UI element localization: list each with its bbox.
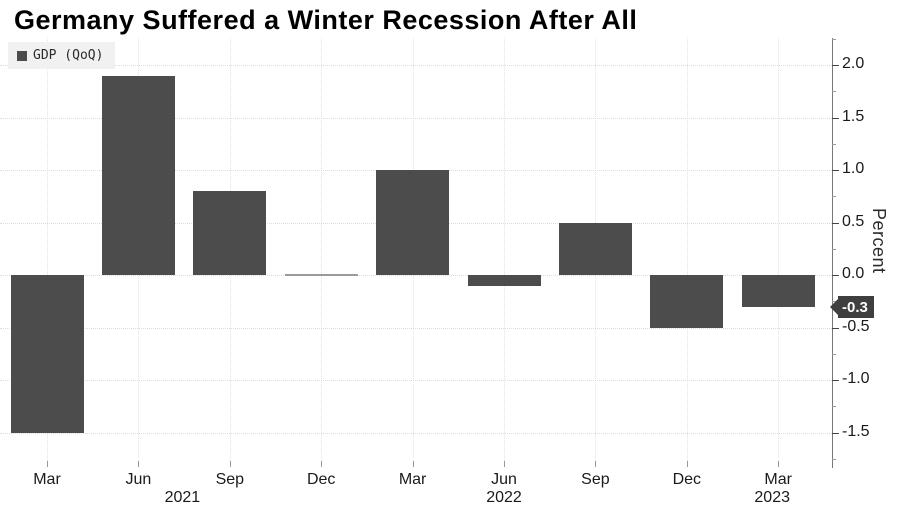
vertical-gridline bbox=[686, 38, 688, 467]
y-tick-label: -0.5 bbox=[842, 317, 870, 335]
badge-value: -0.3 bbox=[842, 298, 868, 316]
vertical-gridline bbox=[778, 38, 780, 467]
gdp-bar-jun-2022 bbox=[467, 275, 541, 286]
y-axis-major-tick bbox=[832, 170, 839, 171]
x-axis-tick bbox=[47, 461, 48, 467]
legend-square-icon bbox=[17, 50, 27, 61]
y-axis-major-tick bbox=[832, 327, 839, 329]
x-axis-tick bbox=[595, 461, 597, 467]
y-axis-minor-tick bbox=[832, 38, 836, 40]
y-axis-major-tick bbox=[832, 275, 839, 276]
x-axis-tick bbox=[321, 461, 323, 467]
gdp-bar-sep-2022 bbox=[558, 222, 632, 275]
y-axis-major-tick bbox=[832, 432, 839, 434]
y-axis-major-tick bbox=[832, 65, 839, 66]
x-tick-label: Mar bbox=[764, 471, 792, 488]
horizontal-gridline bbox=[0, 327, 832, 329]
gdp-bar-jun-2021 bbox=[101, 75, 175, 275]
gdp-bar-mar-2022 bbox=[376, 170, 450, 275]
horizontal-gridline bbox=[0, 117, 832, 119]
legend: GDP (QoQ) bbox=[8, 42, 116, 69]
x-axis-tick bbox=[778, 461, 780, 467]
x-year-label: 2022 bbox=[486, 489, 522, 506]
gdp-bar-mar-2021 bbox=[10, 275, 84, 433]
badge-arrow-icon bbox=[830, 299, 838, 315]
y-tick-label: 1.5 bbox=[842, 107, 865, 125]
y-axis-minor-tick bbox=[832, 353, 836, 355]
x-tick-label: Mar bbox=[398, 471, 427, 488]
vertical-gridline bbox=[321, 38, 323, 467]
x-tick-label: Sep bbox=[581, 471, 610, 488]
x-axis-tick bbox=[504, 461, 505, 467]
y-axis-minor-tick bbox=[832, 458, 836, 460]
x-axis-tick bbox=[229, 461, 231, 467]
gdp-bar-dec-2022 bbox=[650, 275, 724, 328]
y-axis-major-tick bbox=[832, 117, 839, 119]
y-tick-label: 1.0 bbox=[842, 160, 865, 177]
y-axis-minor-tick bbox=[832, 143, 836, 145]
x-axis-tick bbox=[686, 461, 688, 467]
x-tick-label: Mar bbox=[33, 471, 61, 488]
y-axis-title: Percent bbox=[869, 208, 889, 274]
y-axis-major-tick bbox=[832, 222, 839, 224]
legend-label: GDP (QoQ) bbox=[33, 48, 104, 63]
chart-title: Germany Suffered a Winter Recession Afte… bbox=[14, 5, 638, 35]
horizontal-gridline bbox=[0, 275, 832, 276]
vertical-gridline bbox=[504, 38, 505, 467]
x-year-label: 2023 bbox=[754, 489, 790, 506]
y-tick-label: 0.5 bbox=[842, 212, 865, 230]
horizontal-gridline bbox=[0, 65, 832, 66]
x-axis-tick bbox=[138, 461, 140, 467]
horizontal-gridline bbox=[0, 432, 832, 434]
gdp-bar-mar-2023 bbox=[741, 275, 815, 307]
x-tick-label: Dec bbox=[306, 471, 336, 488]
x-tick-label: Jun bbox=[125, 471, 152, 488]
x-tick-label: Dec bbox=[672, 471, 702, 488]
y-axis-spine bbox=[832, 38, 833, 468]
x-axis-tick bbox=[412, 461, 414, 467]
x-tick-label: Jun bbox=[491, 471, 517, 488]
y-axis-minor-tick bbox=[832, 248, 836, 250]
y-tick-label: 0.0 bbox=[842, 265, 865, 282]
y-tick-label: 2.0 bbox=[842, 55, 865, 72]
vertical-gridline bbox=[47, 38, 48, 467]
gdp-bar-sep-2021 bbox=[193, 191, 267, 275]
y-tick-label: -1.5 bbox=[842, 422, 870, 440]
y-axis-minor-tick bbox=[832, 196, 836, 198]
x-tick-label: Sep bbox=[215, 471, 245, 488]
y-tick-label: -1.0 bbox=[842, 370, 870, 387]
gdp-bar-dec-2021 bbox=[284, 274, 358, 276]
horizontal-gridline bbox=[0, 380, 832, 381]
y-axis-minor-tick bbox=[832, 406, 836, 408]
y-axis-major-tick bbox=[832, 380, 839, 381]
x-year-label: 2021 bbox=[164, 489, 201, 506]
y-axis-minor-tick bbox=[832, 91, 836, 93]
last-value-badge: -0.3 bbox=[830, 296, 874, 318]
